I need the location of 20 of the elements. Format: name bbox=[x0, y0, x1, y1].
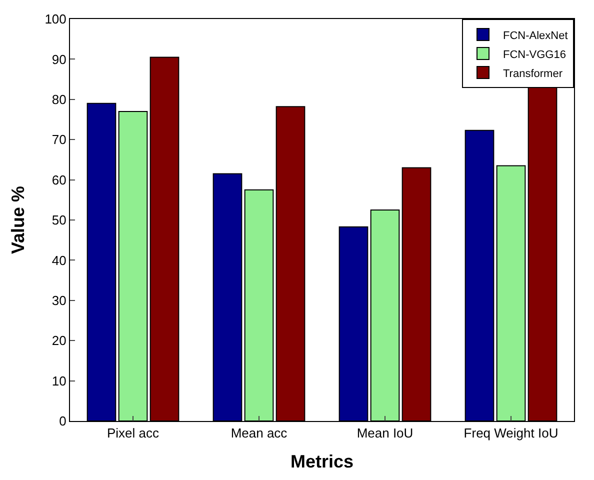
x-axis-title: Metrics bbox=[290, 452, 354, 472]
y-tick-label: 90 bbox=[52, 52, 66, 67]
y-tick-label: 80 bbox=[52, 92, 66, 107]
legend-label: FCN-AlexNet bbox=[503, 30, 568, 42]
y-tick-label: 20 bbox=[52, 333, 66, 348]
x-tick-label: Pixel acc bbox=[106, 426, 160, 441]
y-tick-label: 40 bbox=[52, 252, 66, 268]
y-axis-title: Value % bbox=[8, 186, 28, 254]
y-tick-label: 100 bbox=[44, 12, 66, 27]
y-tick-label: 0 bbox=[59, 414, 66, 429]
x-tick-label: Freq Weight IoU bbox=[464, 426, 558, 441]
x-tick-label: Mean IoU bbox=[356, 426, 414, 441]
y-tick-label: 60 bbox=[52, 172, 66, 188]
y-tick-label: 70 bbox=[52, 132, 66, 148]
y-tick-label: 50 bbox=[52, 212, 66, 228]
legend-label: Transformer bbox=[503, 68, 563, 80]
y-tick-label: 10 bbox=[52, 373, 66, 388]
x-tick-label: Mean acc bbox=[230, 426, 288, 441]
y-tick-label: 30 bbox=[52, 292, 66, 308]
legend-label: FCN-VGG16 bbox=[503, 48, 566, 61]
